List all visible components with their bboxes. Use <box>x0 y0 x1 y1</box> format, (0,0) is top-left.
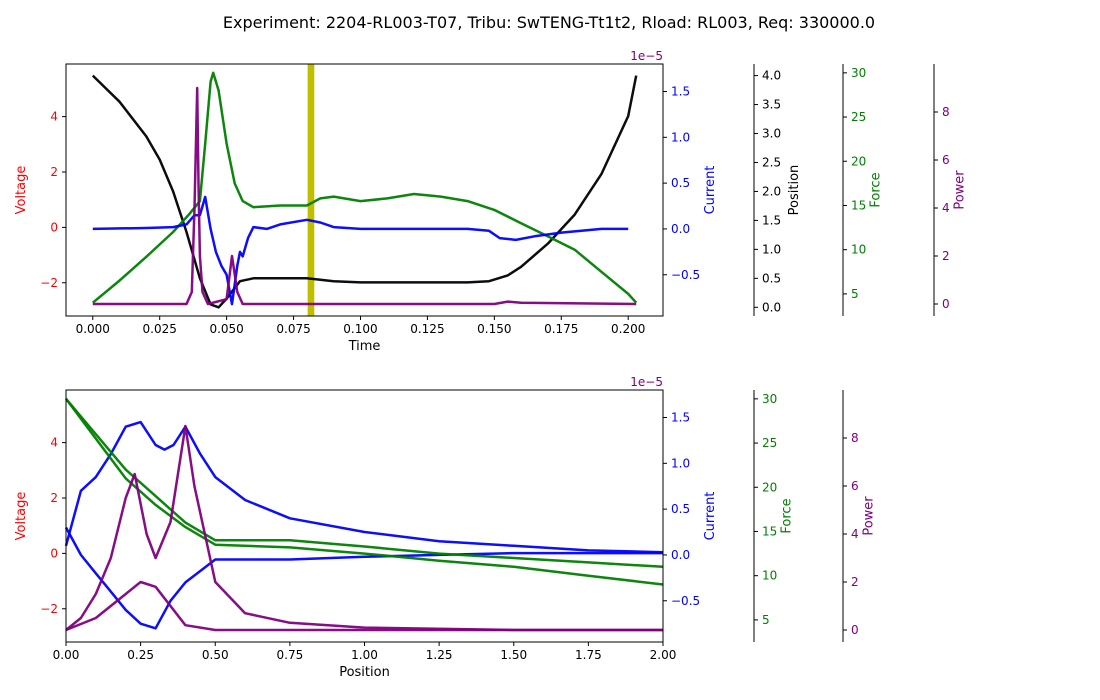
position-series-power-4 <box>65 424 663 632</box>
time-position-tick-label: 1.5 <box>762 213 781 227</box>
time-force-axis-label: Force <box>869 172 884 207</box>
position-series-power-5 <box>65 580 663 632</box>
position-x-tick-label: 0.50 <box>202 648 229 662</box>
position-series-force-3 <box>65 397 664 569</box>
time-series-power-3 <box>92 86 637 306</box>
position-x-axis-label: Position <box>339 665 390 680</box>
position-current-tick-label: −0.5 <box>671 594 700 608</box>
time-force-tick-label: 5 <box>851 287 859 301</box>
figure-title: Experiment: 2204-RL003-T07, Tribu: SwTEN… <box>223 13 875 32</box>
time-x-tick-label: 0.000 <box>76 322 110 336</box>
position-x-tick-label: 0.00 <box>53 648 80 662</box>
time-series-current-2 <box>92 195 629 306</box>
time-force-tick-label: 30 <box>851 66 866 80</box>
time-voltage-tick-label: −2 <box>40 276 58 290</box>
time-current-tick-label: 0.5 <box>671 176 690 190</box>
position-power-tick-label: 0 <box>851 623 859 637</box>
position-voltage-tick-label: −2 <box>40 602 58 616</box>
time-panel: 0.000 0.025 0.050 0.075 0.100 0.125 0.150 0.175… <box>14 49 967 354</box>
time-position-tick-label: 0.0 <box>762 300 781 314</box>
time-x-axis-label: Time <box>348 339 381 354</box>
time-voltage-axis-label: Voltage <box>14 166 29 215</box>
position-x-tick-label: 1.75 <box>575 648 602 662</box>
position-power-tick-label: 8 <box>851 431 859 445</box>
time-position-tick-label: 3.0 <box>762 127 781 141</box>
position-series-current-1 <box>64 526 663 630</box>
position-series-current-0 <box>64 420 664 554</box>
time-position-tick-label: 3.5 <box>762 98 781 112</box>
position-voltage-tick-label: 2 <box>50 491 58 505</box>
time-voltage-tick-label: 4 <box>50 110 58 124</box>
position-plot-frame <box>65 389 664 643</box>
position-force-tick-label: 5 <box>762 613 770 627</box>
time-x-tick-label: 0.200 <box>611 322 645 336</box>
position-series-force-2 <box>64 398 664 586</box>
time-force-tick-label: 20 <box>851 154 866 168</box>
position-x-tick-label: 1.50 <box>500 648 527 662</box>
time-position-axis-label: Position <box>787 165 802 216</box>
time-x-tick-label: 0.025 <box>143 322 177 336</box>
position-x-tick-label: 1.25 <box>426 648 453 662</box>
position-force-tick-label: 20 <box>762 480 777 494</box>
position-power-tick-label: 6 <box>851 479 859 493</box>
time-x-tick-label: 0.050 <box>209 322 243 336</box>
position-current-axis-label: Current <box>703 492 718 541</box>
position-current-exponent-label: 1e−5 <box>630 375 663 389</box>
position-force-tick-label: 25 <box>762 436 777 450</box>
position-x-tick-label: 2.00 <box>650 648 677 662</box>
time-power-tick-label: 2 <box>942 249 950 263</box>
time-x-tick-label: 0.150 <box>477 322 511 336</box>
position-voltage-axis-label: Voltage <box>14 492 29 541</box>
position-current-tick-label: 1.5 <box>671 410 690 424</box>
time-position-tick-label: 2.5 <box>762 155 781 169</box>
time-position-tick-label: 2.0 <box>762 184 781 198</box>
time-current-axis-label: Current <box>703 166 718 215</box>
position-voltage-tick-label: 0 <box>50 546 58 560</box>
position-power-tick-label: 2 <box>851 575 859 589</box>
time-power-axis-label: Power <box>952 170 967 210</box>
position-voltage-tick-label: 4 <box>50 436 58 450</box>
time-position-tick-label: 1.0 <box>762 242 781 256</box>
time-x-tick-label: 0.125 <box>410 322 444 336</box>
time-force-tick-label: 15 <box>851 198 866 212</box>
time-position-tick-label: 0.5 <box>762 271 781 285</box>
position-current-tick-label: 0.5 <box>671 502 690 516</box>
position-force-axis-label: Force <box>780 498 795 533</box>
time-series-position-0 <box>91 74 638 309</box>
time-current-tick-label: 1.5 <box>671 84 690 98</box>
time-current-tick-label: −0.5 <box>671 268 700 282</box>
position-panel: 0.00 0.25 0.50 0.75 1.00 1.25 1.50 1.75 2.00Posi… <box>14 375 876 680</box>
time-current-tick-label: 0.0 <box>671 222 690 236</box>
position-force-tick-label: 10 <box>762 569 777 583</box>
time-voltage-tick-label: 0 <box>50 220 58 234</box>
position-current-tick-label: 1.0 <box>671 456 690 470</box>
time-power-tick-label: 0 <box>942 297 950 311</box>
time-position-tick-label: 4.0 <box>762 69 781 83</box>
time-plot-frame <box>65 63 664 317</box>
time-power-tick-label: 8 <box>942 105 950 119</box>
time-x-tick-label: 0.075 <box>276 322 310 336</box>
position-force-tick-label: 30 <box>762 392 777 406</box>
position-power-tick-label: 4 <box>851 527 859 541</box>
time-voltage-tick-label: 2 <box>50 165 58 179</box>
time-power-tick-label: 4 <box>942 201 950 215</box>
position-x-tick-label: 0.75 <box>277 648 304 662</box>
time-force-tick-label: 25 <box>851 110 866 124</box>
time-x-tick-label: 0.175 <box>544 322 578 336</box>
position-power-axis-label: Power <box>861 496 876 536</box>
time-marker-band <box>307 64 315 316</box>
position-x-tick-label: 0.25 <box>127 648 154 662</box>
time-current-tick-label: 1.0 <box>671 130 690 144</box>
position-x-tick-label: 1.00 <box>351 648 378 662</box>
time-power-tick-label: 6 <box>942 153 950 167</box>
position-force-tick-label: 15 <box>762 524 777 538</box>
time-series-force-1 <box>92 71 638 304</box>
time-current-exponent-label: 1e−5 <box>630 49 663 63</box>
time-force-tick-label: 10 <box>851 243 866 257</box>
time-x-tick-label: 0.100 <box>343 322 377 336</box>
position-current-tick-label: 0.0 <box>671 548 690 562</box>
